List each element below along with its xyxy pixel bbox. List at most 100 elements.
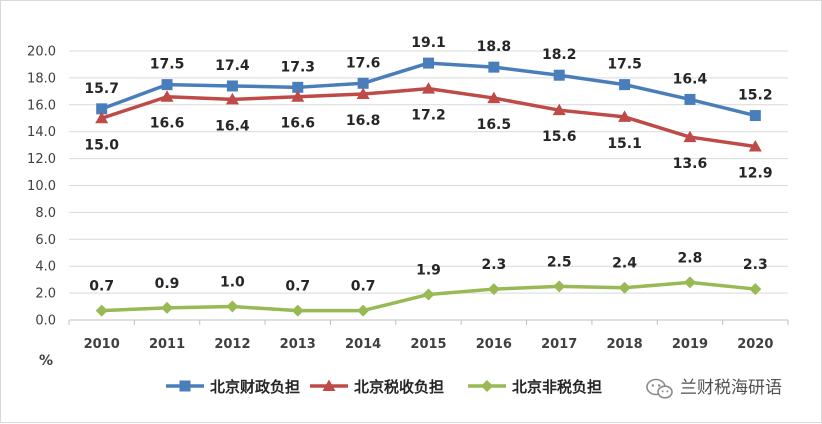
data-label: 2.5 (547, 254, 572, 270)
series-nontax-burden-point (291, 304, 304, 317)
x-tick-label: 2012 (214, 337, 250, 352)
legend-marker-series-tax-burden (322, 379, 336, 391)
data-label: 1.9 (416, 262, 441, 278)
x-tick-label: 2020 (737, 337, 773, 352)
data-label: 18.2 (542, 47, 577, 63)
series-fiscal-burden-point (96, 103, 108, 115)
data-label: 16.5 (477, 117, 512, 133)
data-label: 19.1 (411, 35, 446, 51)
x-tick-label: 2015 (410, 337, 446, 352)
series-nontax-burden-point (226, 300, 239, 313)
data-label: 0.7 (89, 279, 114, 295)
y-axis-unit-label: % (39, 353, 53, 369)
legend-label-series-fiscal-burden: 北京财政负担 (210, 378, 300, 396)
data-label: 15.2 (738, 88, 773, 104)
legend-label-series-nontax-burden: 北京非税负担 (512, 378, 602, 396)
y-tick-label: 12.0 (27, 152, 56, 167)
data-label: 2.3 (481, 257, 506, 273)
legend: 北京财政负担 北京税收负担 北京非税负担 (166, 378, 602, 396)
series-fiscal-burden-point (684, 93, 696, 105)
x-tick-label: 2010 (84, 337, 120, 352)
data-label: 17.6 (346, 55, 381, 71)
data-label: 0.7 (285, 279, 310, 295)
data-label: 0.7 (351, 279, 376, 295)
data-label: 12.9 (738, 165, 773, 181)
data-label: 17.2 (411, 108, 446, 124)
x-tick-label: 2013 (280, 337, 316, 352)
series-fiscal-burden-point (749, 110, 761, 122)
data-label: 16.6 (280, 116, 315, 132)
x-tick-label: 2019 (672, 337, 708, 352)
series-nontax-burden-point (161, 301, 174, 314)
y-tick-label: 2.0 (35, 287, 56, 302)
data-label: 15.0 (84, 137, 119, 153)
y-tick-label: 14.0 (27, 125, 56, 140)
gridlines (69, 50, 788, 321)
series-fiscal-burden-point (226, 80, 238, 92)
data-label: 17.5 (150, 57, 185, 73)
series-nontax-burden-point (487, 283, 500, 296)
series-tax-burden-point (552, 103, 566, 116)
series-fiscal-burden-point (488, 61, 500, 73)
legend-marker-series-nontax-burden (481, 380, 493, 392)
x-tick-label: 2018 (606, 337, 642, 352)
series-nontax-burden-point (749, 283, 762, 296)
data-label: 1.0 (220, 275, 245, 291)
data-label: 17.4 (215, 58, 250, 74)
series-nontax-burden-point (683, 276, 696, 289)
watermark-text: 兰财税海研语 (680, 378, 782, 398)
y-tick-label: 0.0 (35, 314, 56, 329)
series-lines (95, 57, 762, 317)
series-fiscal-burden-point (553, 69, 565, 81)
x-tick-label: 2011 (149, 337, 185, 352)
y-tick-label: 18.0 (27, 71, 56, 86)
x-axis: 2010 2011 2012 2013 2014 2015 2016 2017 2018 2019… (68, 320, 789, 352)
series-tax-burden-point (225, 92, 239, 105)
series-tax-burden-point (618, 110, 632, 122)
legend-marker-series-fiscal-burden (179, 380, 191, 392)
x-tick-label: 2017 (541, 337, 577, 352)
series-fiscal-burden-point (161, 79, 173, 91)
series-tax-burden-point (356, 87, 370, 100)
x-tick-label: 2016 (476, 337, 512, 352)
data-label: 15.1 (607, 136, 642, 152)
y-axis: 0.0 2.0 4.0 6.0 8.0 10.0 12.0 14.0 16.0 18.0 20.0 (27, 45, 56, 329)
y-tick-label: 10.0 (27, 179, 56, 194)
series-nontax-burden-point (553, 280, 566, 293)
series-tax-burden-point (683, 130, 697, 143)
y-tick-label: 8.0 (35, 206, 56, 221)
data-label: 0.9 (155, 276, 180, 292)
data-label: 15.6 (542, 129, 577, 145)
data-label: 2.4 (612, 256, 637, 272)
series-nontax-burden-point (95, 304, 108, 317)
legend-label-series-tax-burden: 北京税收负担 (354, 378, 444, 396)
series-fiscal-burden-point (619, 79, 631, 91)
wechat-icon (646, 378, 673, 399)
series-tax-burden-point (291, 90, 305, 102)
data-label: 16.6 (150, 116, 185, 132)
data-label: 13.6 (673, 156, 708, 172)
series-nontax-burden-point (422, 288, 435, 301)
data-label: 2.3 (743, 257, 768, 273)
y-tick-label: 16.0 (27, 98, 56, 113)
data-label: 17.3 (280, 59, 315, 75)
x-tick-label: 2014 (345, 337, 381, 352)
series-tax-burden-point (422, 82, 435, 94)
data-label: 18.8 (477, 39, 512, 55)
series-fiscal-burden-point (292, 81, 304, 93)
data-label: 17.5 (607, 57, 642, 73)
series-tax-burden-point (748, 139, 762, 152)
y-tick-label: 6.0 (35, 233, 56, 248)
data-labels: 15.7 17.5 17.4 17.3 17.6 19.1 18.8 18.2 17.5 16.4… (84, 35, 772, 294)
series-tax-burden-point (160, 90, 174, 102)
series-tax-burden-point (487, 91, 501, 104)
y-tick-label: 20.0 (27, 45, 56, 60)
series-nontax-burden-point (618, 281, 631, 294)
y-tick-label: 4.0 (35, 260, 56, 275)
data-label: 16.4 (215, 118, 250, 134)
series-tax-burden-point (95, 111, 109, 124)
data-label: 16.4 (673, 71, 708, 87)
data-label: 15.7 (84, 81, 119, 97)
